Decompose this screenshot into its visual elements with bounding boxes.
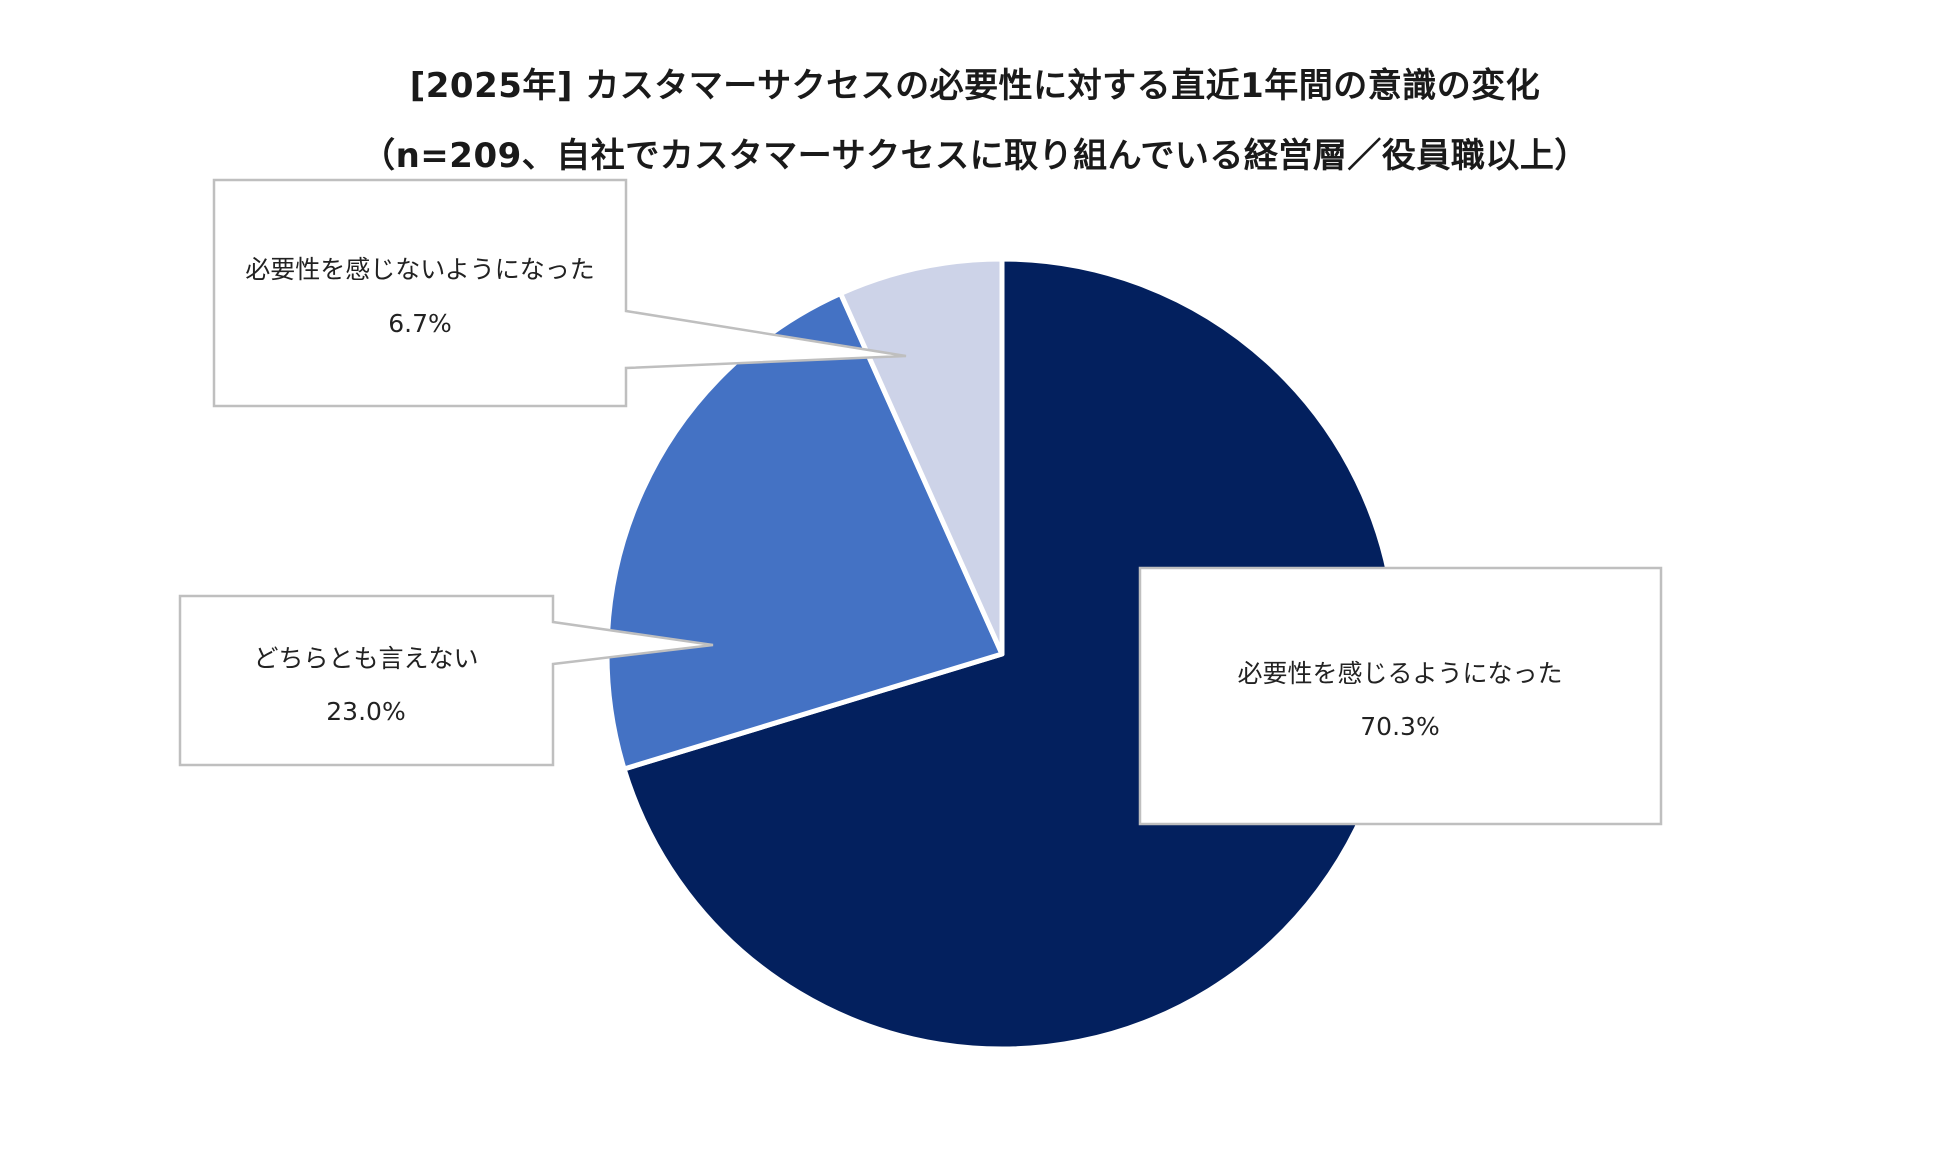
callout-slice-2: 必要性を感じないようになった 6.7%	[212, 178, 907, 408]
chart-subtitle: （n=209、自社でカスタマーサクセスに取り組んでいる経営層／役員職以上）	[361, 136, 1589, 176]
callout-label: 必要性を感じないようになった	[245, 255, 595, 284]
callout-value: 6.7%	[388, 309, 452, 338]
callout-value: 23.0%	[326, 697, 405, 726]
callout-box	[1138, 566, 1663, 826]
callout-slice-1: どちらとも言えない 23.0%	[178, 594, 714, 767]
chart-title: [2025年] カスタマーサクセスの必要性に対する直近1年間の意識の変化	[409, 66, 1541, 106]
pie-slice-0	[621, 256, 1400, 1052]
pie-slice-1	[604, 290, 1005, 772]
callout-slice-0: 必要性を感じるようになった 70.3%	[1138, 566, 1663, 826]
callout-value: 70.3%	[1360, 712, 1439, 741]
callout-box	[212, 178, 907, 408]
callout-box	[178, 594, 714, 767]
callout-label: どちらとも言えない	[253, 644, 478, 673]
callout-label: 必要性を感じるようになった	[1237, 659, 1562, 688]
